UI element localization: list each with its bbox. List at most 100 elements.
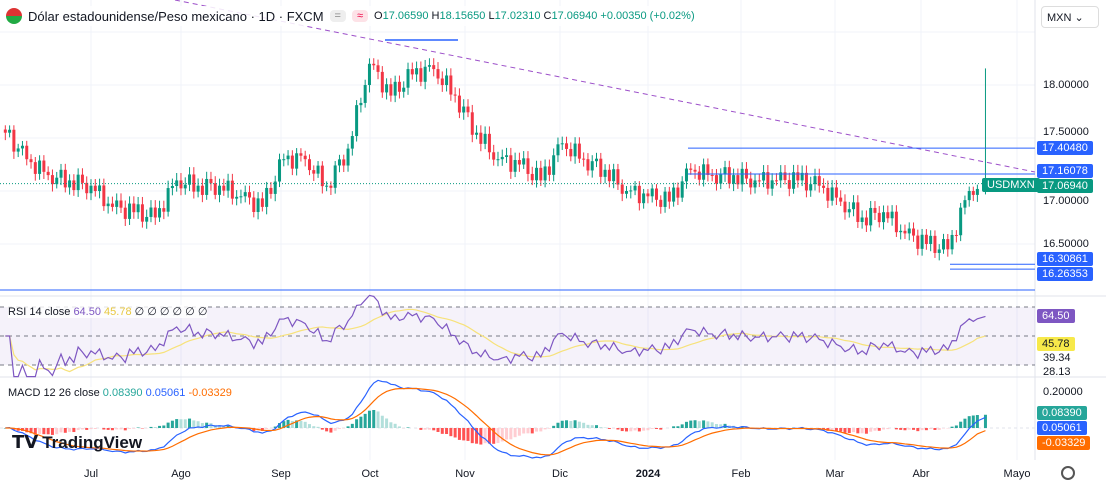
macd-histogram-bar (714, 424, 718, 428)
macd-histogram-bar (577, 421, 581, 428)
candle-body (903, 230, 907, 234)
candle-body (496, 159, 500, 161)
candle-body (115, 200, 119, 207)
macd-histogram-bar (123, 428, 127, 431)
candle-body (393, 81, 397, 96)
candle-body (192, 174, 196, 192)
macd-histogram-bar (912, 428, 916, 430)
macd-histogram-bar (492, 428, 496, 444)
candle-body (55, 177, 59, 185)
candle-body (406, 69, 410, 88)
candle-body (950, 234, 954, 250)
rsi-value-tag: 64.50 (1037, 309, 1075, 323)
rsi-ma-tag: 45.78 (1037, 337, 1075, 351)
macd-histogram-bar (672, 426, 676, 428)
candle-body (132, 203, 136, 213)
indicator-chip[interactable]: ≈ (351, 10, 369, 22)
candle-body (697, 171, 701, 180)
candle-body (646, 193, 650, 197)
macd-histogram-bar (363, 413, 367, 428)
macd-histogram-bar (106, 428, 110, 430)
candle-body (427, 65, 431, 67)
macd-histogram-bar (822, 428, 826, 430)
candle-body (209, 178, 213, 184)
candle-body (457, 95, 461, 113)
candle-body (385, 84, 389, 93)
candle-body (920, 234, 924, 249)
macd-histogram-bar (260, 428, 264, 431)
candle-body (929, 235, 933, 244)
macd-histogram-bar (535, 428, 539, 432)
candle-body (20, 145, 24, 149)
tradingview-logo[interactable]: 𝗧𝗩 TradingView (12, 432, 143, 452)
price-tag: 16.30861 (1037, 252, 1093, 266)
compare-chip[interactable]: = (329, 10, 346, 22)
macd-histogram-bar (625, 428, 628, 432)
candle-body (367, 63, 371, 86)
candle-body (595, 158, 599, 162)
macd-histogram-bar (569, 420, 573, 428)
macd-histogram-bar (218, 425, 222, 428)
candle-body (350, 136, 354, 149)
candle-body (222, 185, 226, 191)
candle-body (372, 63, 376, 66)
candle-body (693, 169, 697, 172)
settings-gear-icon[interactable] (1061, 466, 1075, 480)
macd-histogram-bar (929, 428, 933, 430)
candle-body (59, 169, 63, 178)
candle-body (684, 168, 688, 182)
candle-body (826, 187, 830, 201)
macd-histogram-bar (449, 428, 453, 437)
macd-histogram-bar (385, 418, 389, 428)
macd-histogram-bar (552, 425, 556, 428)
macd-histogram-bar (852, 428, 856, 433)
macd-histogram-bar (513, 428, 517, 438)
symbol-title[interactable]: Dólar estadounidense/Peso mexicano · 1D … (28, 8, 324, 24)
macd-histogram-bar (265, 428, 269, 429)
macd-histogram-bar (684, 421, 688, 428)
candle-body (449, 75, 453, 95)
candle-body (3, 129, 7, 133)
candle-body (299, 153, 303, 156)
macd-histogram-bar (252, 428, 256, 431)
macd-histogram-bar (89, 428, 93, 430)
candle-body (599, 158, 603, 177)
macd-histogram-bar (847, 428, 851, 434)
candle-body (462, 106, 466, 113)
price-axis-label: 17.00000 (1043, 195, 1089, 207)
macd-histogram-bar (466, 428, 470, 441)
candle-body (535, 167, 539, 181)
macd-histogram-bar (346, 426, 350, 428)
macd-histogram-bar (886, 428, 890, 430)
candle-body (787, 180, 791, 189)
candle-body (38, 160, 42, 174)
candle-body (397, 81, 401, 92)
currency-select[interactable]: MXN ⌄ (1041, 6, 1099, 28)
candle-body (526, 158, 530, 174)
candle-body (954, 234, 958, 236)
candle-body (277, 159, 281, 182)
macd-histogram-bar (68, 428, 72, 432)
candle-body (359, 102, 363, 106)
candle-body (440, 78, 444, 86)
candle-body (110, 203, 114, 207)
price-tag: 17.06940 (1037, 179, 1093, 193)
macd-histogram-bar (954, 425, 958, 428)
macd-histogram-bar (983, 414, 987, 428)
macd-line (5, 379, 986, 459)
candle-body (817, 176, 821, 186)
macd-histogram-bar (856, 428, 860, 434)
candle-body (119, 200, 123, 208)
candle-body (633, 185, 637, 191)
macd-histogram-bar (93, 428, 97, 429)
macd-histogram-bar (273, 426, 277, 428)
macd-histogram-bar (595, 425, 599, 428)
candle-body (389, 84, 393, 96)
candle-body (500, 156, 504, 160)
candle-body (419, 68, 423, 82)
macd-axis-label: 0.20000 (1043, 386, 1083, 398)
macd-histogram-bar (697, 421, 701, 428)
candle-body (916, 235, 920, 249)
candle-body (603, 169, 607, 177)
